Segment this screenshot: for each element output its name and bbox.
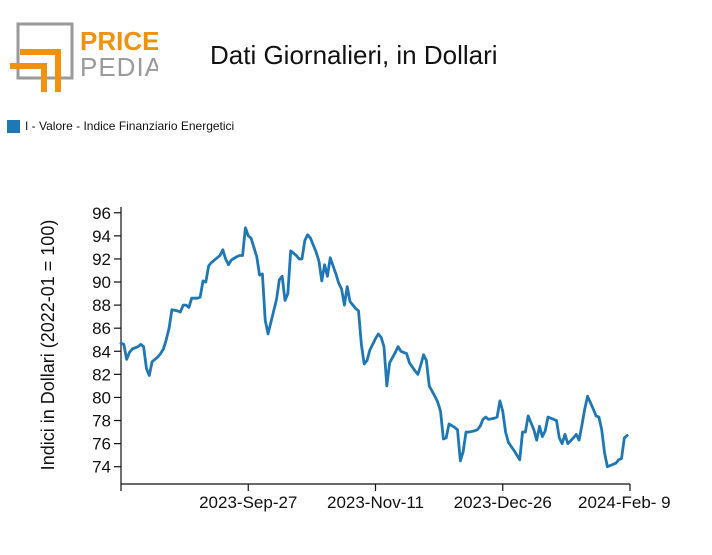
logo-word-bottom: PEDIA: [80, 52, 158, 82]
y-tick-label: 82: [92, 365, 111, 384]
x-tick-label: 2023-Nov-11: [327, 493, 424, 512]
y-tick-label: 80: [92, 388, 111, 407]
legend-swatch: [7, 119, 20, 133]
chart-title: Dati Giornalieri, in Dollari: [210, 40, 498, 70]
y-axis: 74 76 78 80 82 84 86 88 90 92 94 96: [92, 204, 122, 484]
y-tick-label: 76: [92, 435, 111, 454]
y-tick-label: 86: [92, 319, 111, 338]
y-tick-label: 96: [92, 204, 111, 223]
logo-mark: [10, 22, 74, 92]
y-tick-label: 88: [92, 296, 111, 315]
x-tick-label: 2023-Dec-26: [454, 493, 552, 512]
x-tick-label: 2023-Sep-27: [199, 493, 297, 512]
x-axis: 2023-Sep-27 2023-Nov-11 2023-Dec-26 2024-Fe…: [120, 483, 671, 512]
y-tick-label: 74: [92, 458, 111, 477]
legend: I - Valore - Indice Finanziario Energeti…: [7, 119, 234, 133]
y-tick-label: 90: [92, 273, 111, 292]
legend-label: I - Valore - Indice Finanziario Energeti…: [25, 119, 235, 133]
x-tick-label: 2024-Feb- 9: [578, 493, 671, 512]
y-axis-title: Indici in Dollari (2022-01 = 100): [38, 220, 58, 471]
pricepedia-logo: PRICE PEDIA: [10, 22, 158, 92]
y-tick-label: 78: [92, 412, 111, 431]
logo-word-top: PRICE: [80, 26, 158, 56]
series-line: [119, 226, 629, 469]
series-layer: [119, 226, 629, 469]
y-tick-label: 92: [92, 250, 111, 269]
y-tick-label: 94: [92, 227, 111, 246]
y-tick-label: 84: [92, 342, 111, 361]
